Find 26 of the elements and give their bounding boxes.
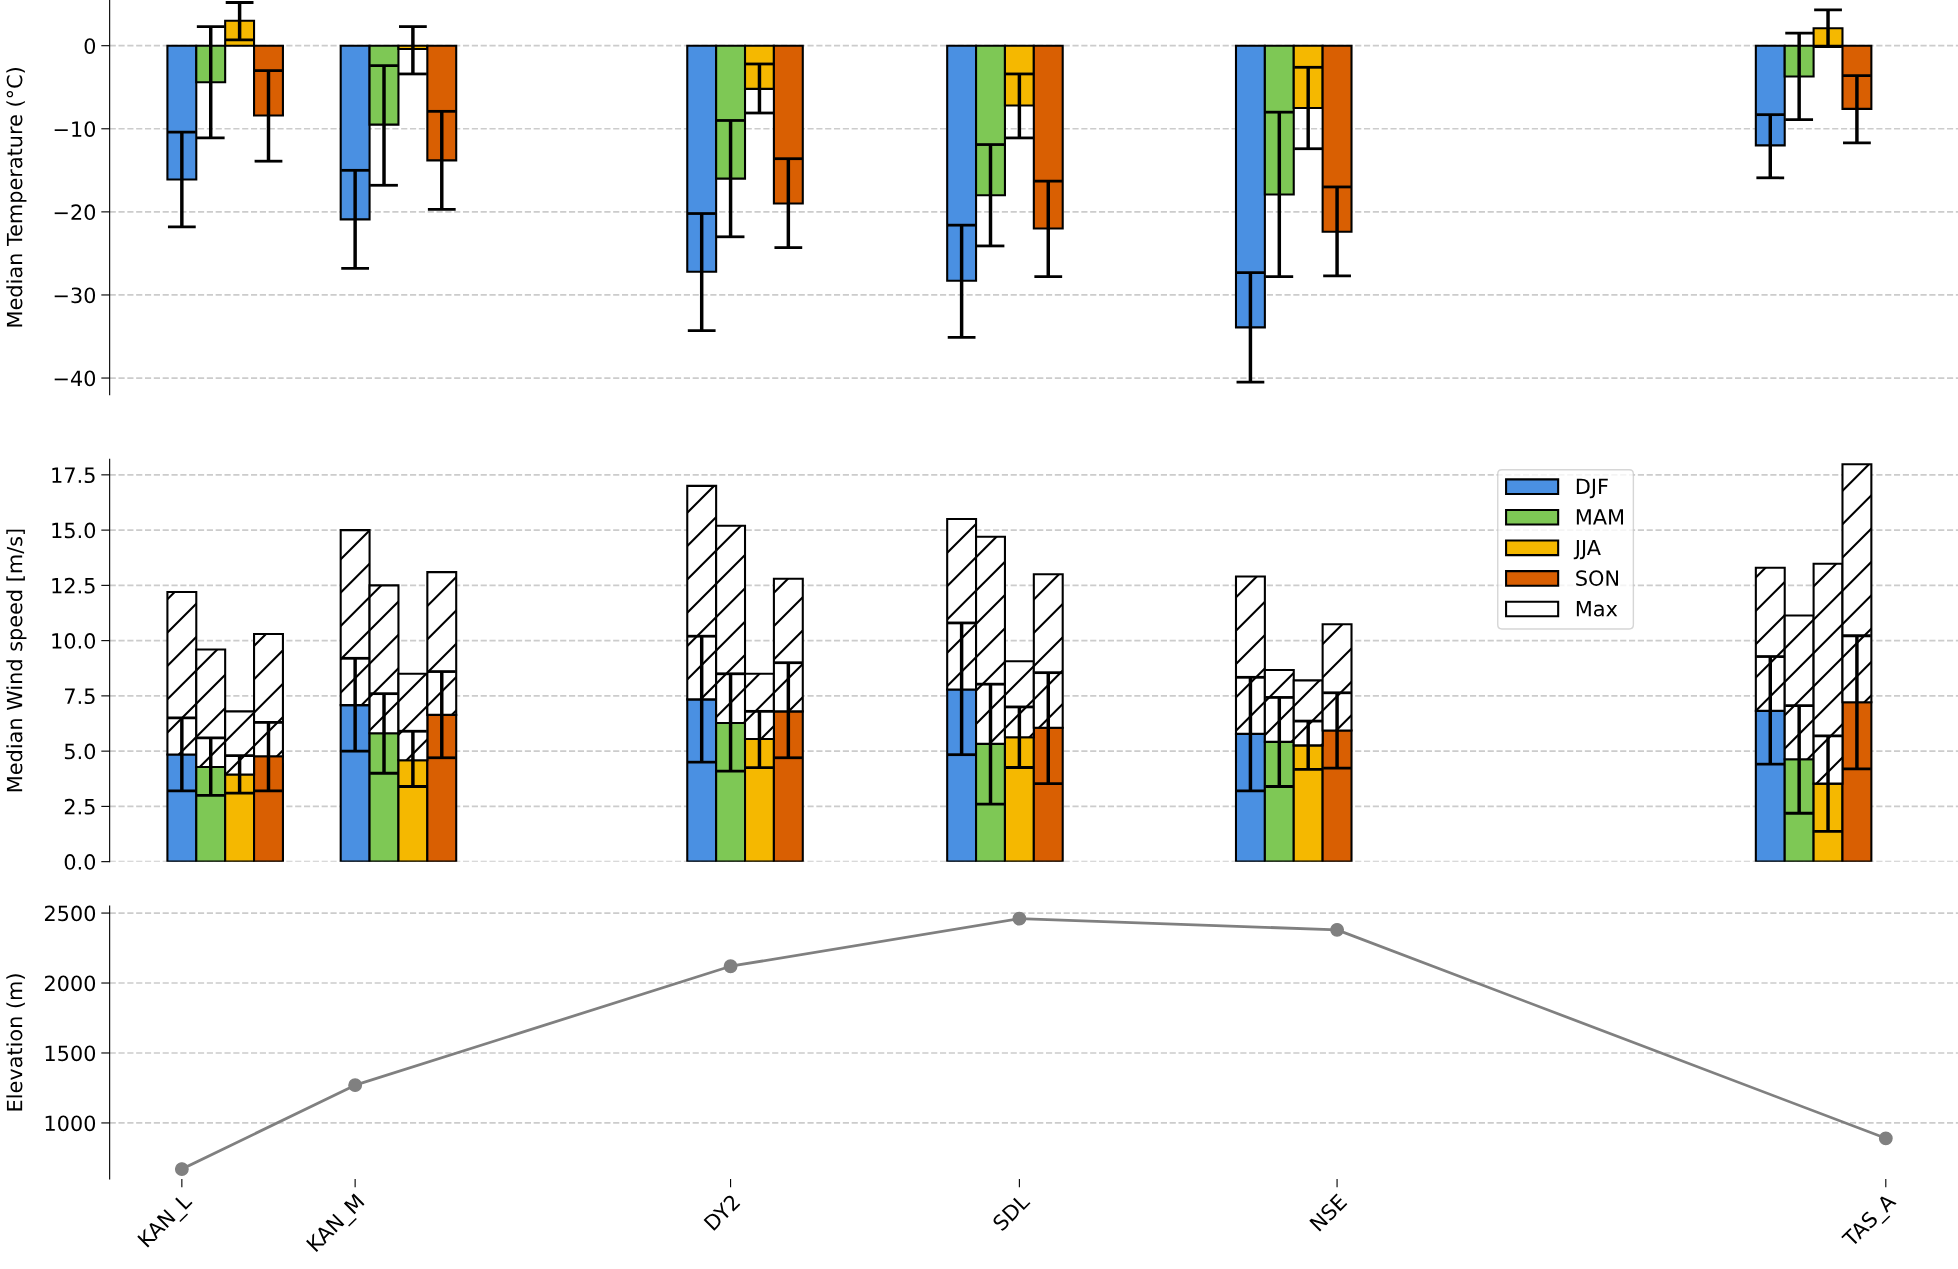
y-tick-label: 1500 <box>45 1045 96 1062</box>
y-tick-label: −30 <box>54 287 96 304</box>
y-axis-title: Elevation (m) <box>6 974 25 1111</box>
y-tick-label: −10 <box>54 121 96 137</box>
y-tick-label: 17.5 <box>52 467 95 484</box>
y-tick-label: 2.5 <box>64 798 95 815</box>
legend-label: Max <box>1576 601 1618 617</box>
y-tick-label: 2000 <box>44 975 96 992</box>
legend-label: DJF <box>1576 478 1608 499</box>
y-tick-label: 1000 <box>45 1115 96 1132</box>
y-tick-label: −40 <box>54 370 96 387</box>
y-tick-label: 15.0 <box>52 522 96 539</box>
y-tick-label: 5.0 <box>64 743 96 760</box>
y-tick-label: 2500 <box>44 905 96 922</box>
y-tick-label: 7.5 <box>65 688 95 705</box>
y-axis-title: Median Wind speed [m/s] <box>6 529 27 792</box>
y-tick-label: 12.5 <box>52 577 95 594</box>
y-tick-label: 10.0 <box>52 633 96 649</box>
x-tick-label: SDL <box>991 1192 1031 1232</box>
y-tick-label: 0 <box>84 38 96 54</box>
y-tick-label: 0.0 <box>64 854 96 870</box>
legend-label: MAM <box>1576 509 1623 525</box>
y-axis-title: Median Temperature (°C) <box>6 68 27 327</box>
y-tick-label: −20 <box>54 204 96 221</box>
legend-label: JJA <box>1573 539 1601 560</box>
legend-label: SON <box>1576 570 1618 586</box>
